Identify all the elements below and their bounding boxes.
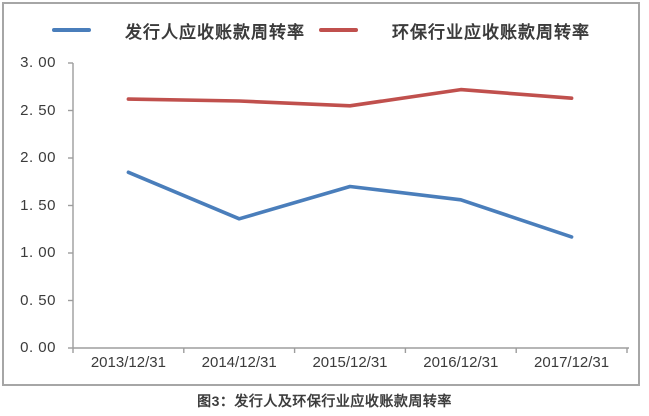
y-axis-tick-label: 2. 00 <box>20 149 56 166</box>
chart-legend: 发行人应收账款周转率 环保行业应收账款周转率 <box>4 18 638 42</box>
legend-label-issuer-turnover: 发行人应收账款周转率 <box>125 22 305 42</box>
legend-label-industry-turnover: 环保行业应收账款周转率 <box>392 22 590 42</box>
legend-line-swatch-blue <box>52 28 91 32</box>
x-axis-tick-label: 2014/12/31 <box>201 354 277 371</box>
legend-item-industry-turnover: 环保行业应收账款周转率 <box>319 18 590 43</box>
x-axis-tick-label: 2017/12/31 <box>534 354 610 371</box>
x-axis-tick-label: 2016/12/31 <box>423 354 499 371</box>
chart-caption: 图3：发行人及环保行业应收账款周转率 <box>197 393 452 409</box>
legend-line-swatch-red <box>319 28 358 32</box>
y-axis-tick-label: 0. 50 <box>20 291 56 309</box>
x-axis-tick-label: 2015/12/31 <box>312 354 388 371</box>
y-axis-tick-label: 1. 00 <box>20 244 56 261</box>
y-axis-tick-label: 3. 00 <box>20 54 56 71</box>
x-axis-tick-label: 2013/12/31 <box>90 354 166 371</box>
y-axis-tick-label: 1. 50 <box>20 196 56 214</box>
y-axis-tick-label: 0. 00 <box>20 339 56 356</box>
chart-frame: 发行人应收账款周转率 环保行业应收账款周转率 <box>2 2 640 386</box>
y-axis-tick-label: 2. 50 <box>20 101 56 119</box>
legend-item-issuer-turnover: 发行人应收账款周转率 <box>52 18 305 43</box>
